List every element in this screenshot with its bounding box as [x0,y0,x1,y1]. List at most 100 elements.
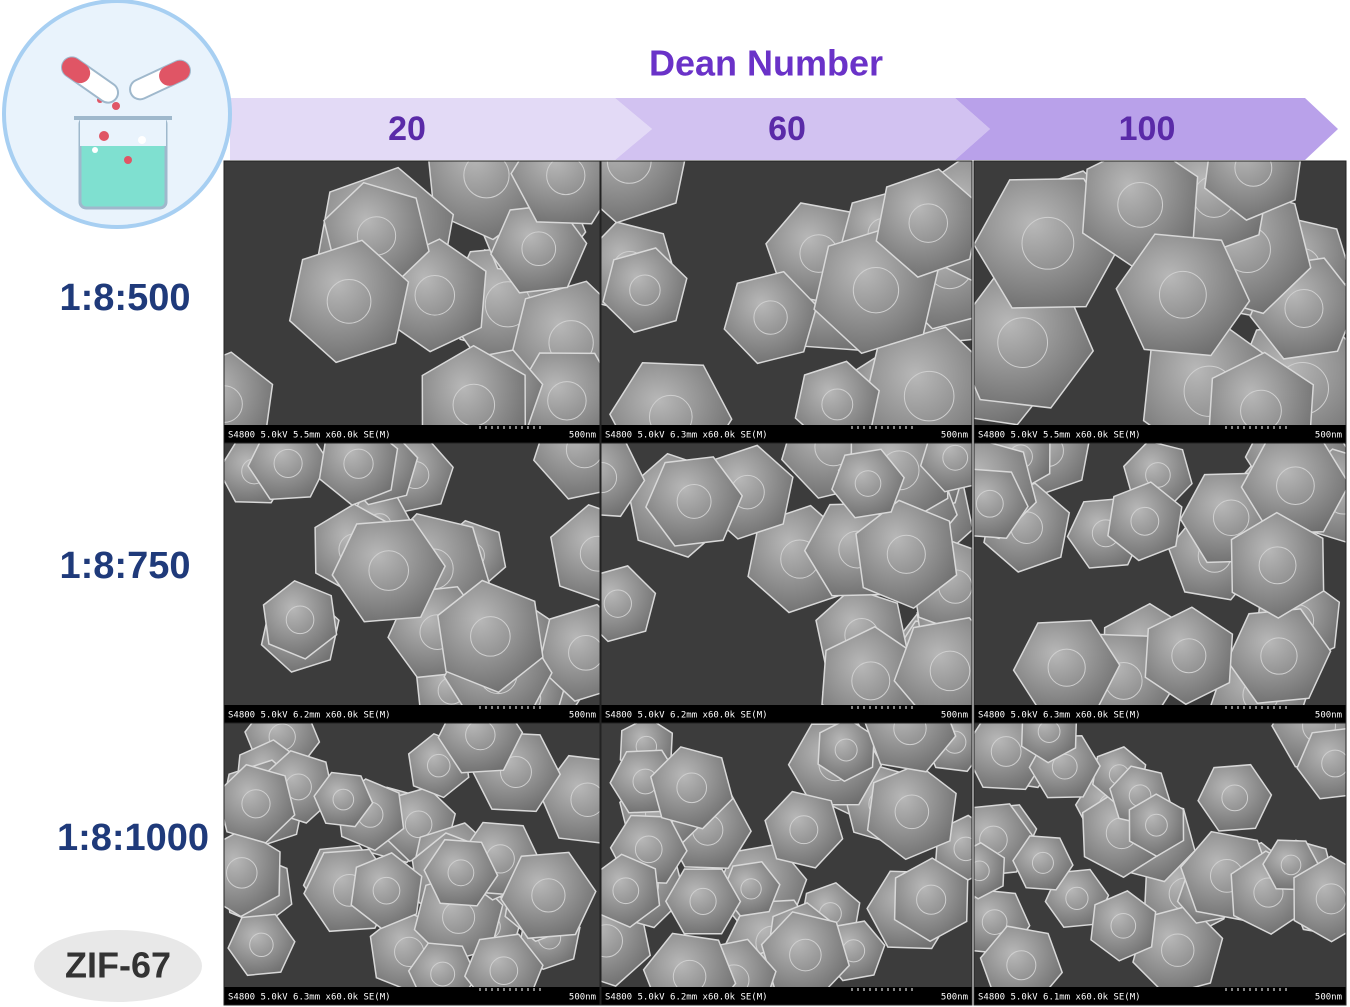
crystal-face [249,932,274,958]
sem-image: S4800 5.0kV 5.5mm x60.0k SE(M) 500nm [973,160,1347,444]
crystal-face [1065,886,1089,910]
crystal-face [942,444,969,471]
arrow-segment [955,98,1338,160]
crystal [247,443,330,501]
crystal [1128,793,1185,858]
crystal [421,344,527,425]
crystal [609,362,733,425]
sem-image: S4800 5.0kV 6.3mm x60.0k SE(M) 500nm [973,442,1347,724]
crystal-face [789,815,819,845]
crystal [601,443,646,518]
crystal [764,790,844,869]
crystal-face [929,650,971,692]
crystal-face [546,161,586,196]
crystal [919,443,972,493]
scale-label: 500nm [941,431,968,441]
caption-info: S4800 5.0kV 6.1mm x60.0k SE(M) [978,993,1141,1003]
crystal-face [430,961,456,987]
crystal [436,579,544,694]
sem-image: S4800 5.0kV 5.5mm x60.0k SE(M) 500nm [223,160,601,444]
caption-bar [224,705,600,723]
particles [974,443,1346,705]
particles [224,443,600,705]
scale-label: 500nm [1315,711,1342,721]
crystal [979,925,1064,987]
particles [224,723,600,987]
caption-bar [974,987,1346,1005]
crystal [601,853,661,929]
sem-image: S4800 5.0kV 6.2mm x60.0k SE(M) 500nm [600,722,973,1006]
caption-info: S4800 5.0kV 6.2mm x60.0k SE(M) [605,993,768,1003]
crystal [262,579,338,660]
crystal-face [1021,216,1075,270]
caption-bar [601,705,972,723]
badge: ZIF-67 [65,945,171,986]
panel-border [223,722,601,1006]
panel-grid: S4800 5.0kV 5.5mm x60.0k SE(M) 500nm S4800… [223,160,1347,1006]
crystal-face [740,878,762,900]
crystal-face [372,876,401,905]
crystal-face [1047,648,1086,687]
crystal [224,763,296,844]
caption-bar [601,425,972,443]
crystal-face [273,448,303,479]
crystal-face [1110,913,1137,939]
crystal [1197,763,1273,832]
crystal-face [1212,499,1250,537]
crystal-face [629,274,661,306]
crystal-face [689,887,717,915]
crystal-face [634,835,663,864]
crystal-face [579,535,600,572]
crystal-face [1158,270,1207,319]
crystal-face [531,878,566,913]
crystal-face [953,836,972,862]
crystal-face [601,924,623,958]
crystal-face [1276,466,1315,506]
crystal [1090,890,1157,962]
crystal [224,828,281,918]
crystal [1012,835,1074,891]
crystal [437,723,524,774]
crystal [1240,443,1346,534]
crystal [664,868,742,935]
crystal [645,456,744,547]
crystal-face [1253,877,1284,908]
crystal-face [568,635,600,671]
column-label: 60 [768,110,806,148]
sem-image: S4800 5.0kV 6.3mm x60.0k SE(M) 500nm [223,722,601,1006]
column-label: 100 [1119,110,1176,148]
sem-image: S4800 5.0kV 6.3mm x60.0k SE(M) 500nm [600,160,973,444]
crystal-face [1031,851,1054,874]
crystal-face [1006,950,1037,981]
crystal-face [894,794,930,830]
caption-info: S4800 5.0kV 6.2mm x60.0k SE(M) [605,711,768,721]
crystal-face [1117,181,1164,228]
crystal-face [285,605,315,635]
crystal-face [981,909,1008,935]
crystal-face [1315,883,1346,915]
reagent-icon [2,0,232,229]
crystal-face [821,388,854,421]
caption-bar [601,987,972,1005]
crystal [864,723,957,773]
particles [601,723,972,987]
crystal-face [603,589,632,618]
crystal-face [343,448,374,479]
scale-label: 500nm [941,993,968,1003]
column-label: 20 [388,110,426,148]
crystal-face [903,370,955,422]
scale-label: 500nm [569,711,596,721]
sem-image: S4800 5.0kV 6.2mm x60.0k SE(M) 500nm [600,442,973,724]
crystal [601,565,657,643]
panel-border [600,722,973,1006]
crystal [1293,855,1346,943]
crystal-face [648,394,693,425]
crystal [1144,606,1234,705]
crystal-face [851,661,891,701]
crystal-face [1240,389,1282,425]
row-label: 1:8:750 [60,545,191,587]
axis-title: Dean Number [649,43,883,84]
crystal-face [676,483,712,519]
scale-label: 500nm [1315,993,1342,1003]
